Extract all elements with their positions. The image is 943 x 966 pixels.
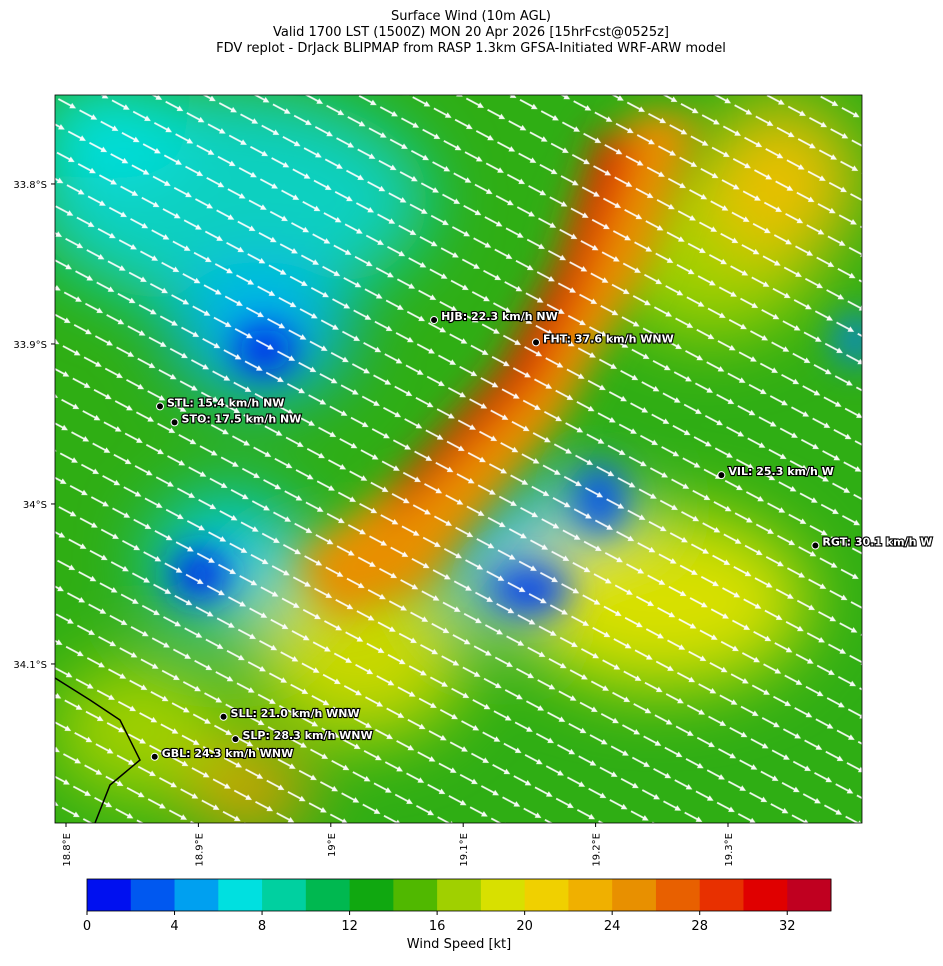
- colorbar-tick-label: 28: [691, 919, 708, 934]
- colorbar-label: Wind Speed [kt]: [407, 937, 511, 952]
- map-frame: [54, 94, 863, 824]
- wind-arrows: [55, 95, 862, 823]
- colorbar-bin: [87, 879, 132, 911]
- colorbar-bin: [437, 879, 482, 911]
- station-dot: [532, 338, 541, 347]
- station-dot: [155, 402, 164, 411]
- colorbar-bin: [480, 879, 526, 911]
- coastline: [55, 677, 141, 823]
- dynamic-layer: 18.8°E 18.9°E 19°E 19.1°E 19.2°E 19.3°E 33.8°S…: [13, 180, 933, 934]
- x-tick-label: 19.3°E: [724, 833, 735, 867]
- station-label: RGT: 30.1 km/h W: [822, 536, 932, 549]
- colorbar-bin: [262, 879, 307, 911]
- colorbar-bin: [524, 879, 569, 911]
- station-dot: [170, 418, 179, 427]
- station-dot: [150, 752, 159, 761]
- x-tick-label: 18.9°E: [194, 833, 205, 867]
- title-line: FDV replot - DrJack BLIPMAP from RASP 1.…: [216, 41, 726, 56]
- colorbar-tick-label: 4: [170, 919, 178, 934]
- station-dot: [231, 735, 240, 744]
- x-tick-label: 19.1°E: [459, 833, 470, 867]
- colorbar-tick-label: 20: [516, 919, 533, 934]
- x-tick-label: 19°E: [327, 833, 338, 857]
- colorbar-tick-label: 12: [341, 919, 358, 934]
- y-tick-label: 34.1°S: [13, 660, 47, 671]
- colorbar-bin: [743, 879, 788, 911]
- colorbar-tick-label: 8: [258, 919, 266, 934]
- station-dot: [811, 541, 820, 550]
- x-tick-label: 19.2°E: [592, 833, 603, 867]
- station-dot: [219, 712, 228, 721]
- y-tick-label: 34°S: [23, 500, 47, 511]
- colorbar-bin: [699, 879, 744, 911]
- station-label: SLP: 28.3 km/h WNW: [242, 729, 372, 742]
- colorbar-bin: [568, 879, 613, 911]
- station-label: FHT: 37.6 km/h WNW: [543, 332, 674, 345]
- station-label: GBL: 24.3 km/h WNW: [162, 747, 294, 760]
- colorbar-bin: [612, 879, 657, 911]
- x-tick-label: 18.8°E: [62, 833, 73, 867]
- colorbar-tick-label: 0: [83, 919, 91, 934]
- y-tick-label: 33.9°S: [13, 340, 47, 351]
- map-field: [55, 95, 862, 823]
- station-dot: [430, 315, 439, 324]
- y-tick-label: 33.8°S: [13, 180, 47, 191]
- colorbar-bin: [174, 879, 219, 911]
- station-label: STL: 15.4 km/h NW: [167, 396, 284, 409]
- station-label: HJB: 22.3 km/h NW: [441, 310, 558, 323]
- colorbar-tick-label: 16: [429, 919, 446, 934]
- colorbar-tick-label: 32: [779, 919, 796, 934]
- colorbar-bin: [393, 879, 438, 911]
- colorbar-bin: [218, 879, 263, 911]
- colorbar-bin: [787, 879, 832, 911]
- station-label: VIL: 25.3 km/h W: [728, 465, 833, 478]
- colorbar-bin: [655, 879, 701, 911]
- colorbar-bin: [130, 879, 176, 911]
- station-label: SLL: 21.0 km/h WNW: [231, 707, 360, 720]
- station-label: STO: 17.5 km/h NW: [182, 412, 302, 425]
- title-line: Valid 1700 LST (1500Z) MON 20 Apr 2026 […: [273, 25, 669, 40]
- station-dot: [717, 471, 726, 480]
- title-line: Surface Wind (10m AGL): [391, 9, 551, 24]
- colorbar-frame: [86, 878, 832, 912]
- colorbar-bin: [349, 879, 394, 911]
- colorbar-bin: [305, 879, 351, 911]
- colorbar-tick-label: 24: [604, 919, 621, 934]
